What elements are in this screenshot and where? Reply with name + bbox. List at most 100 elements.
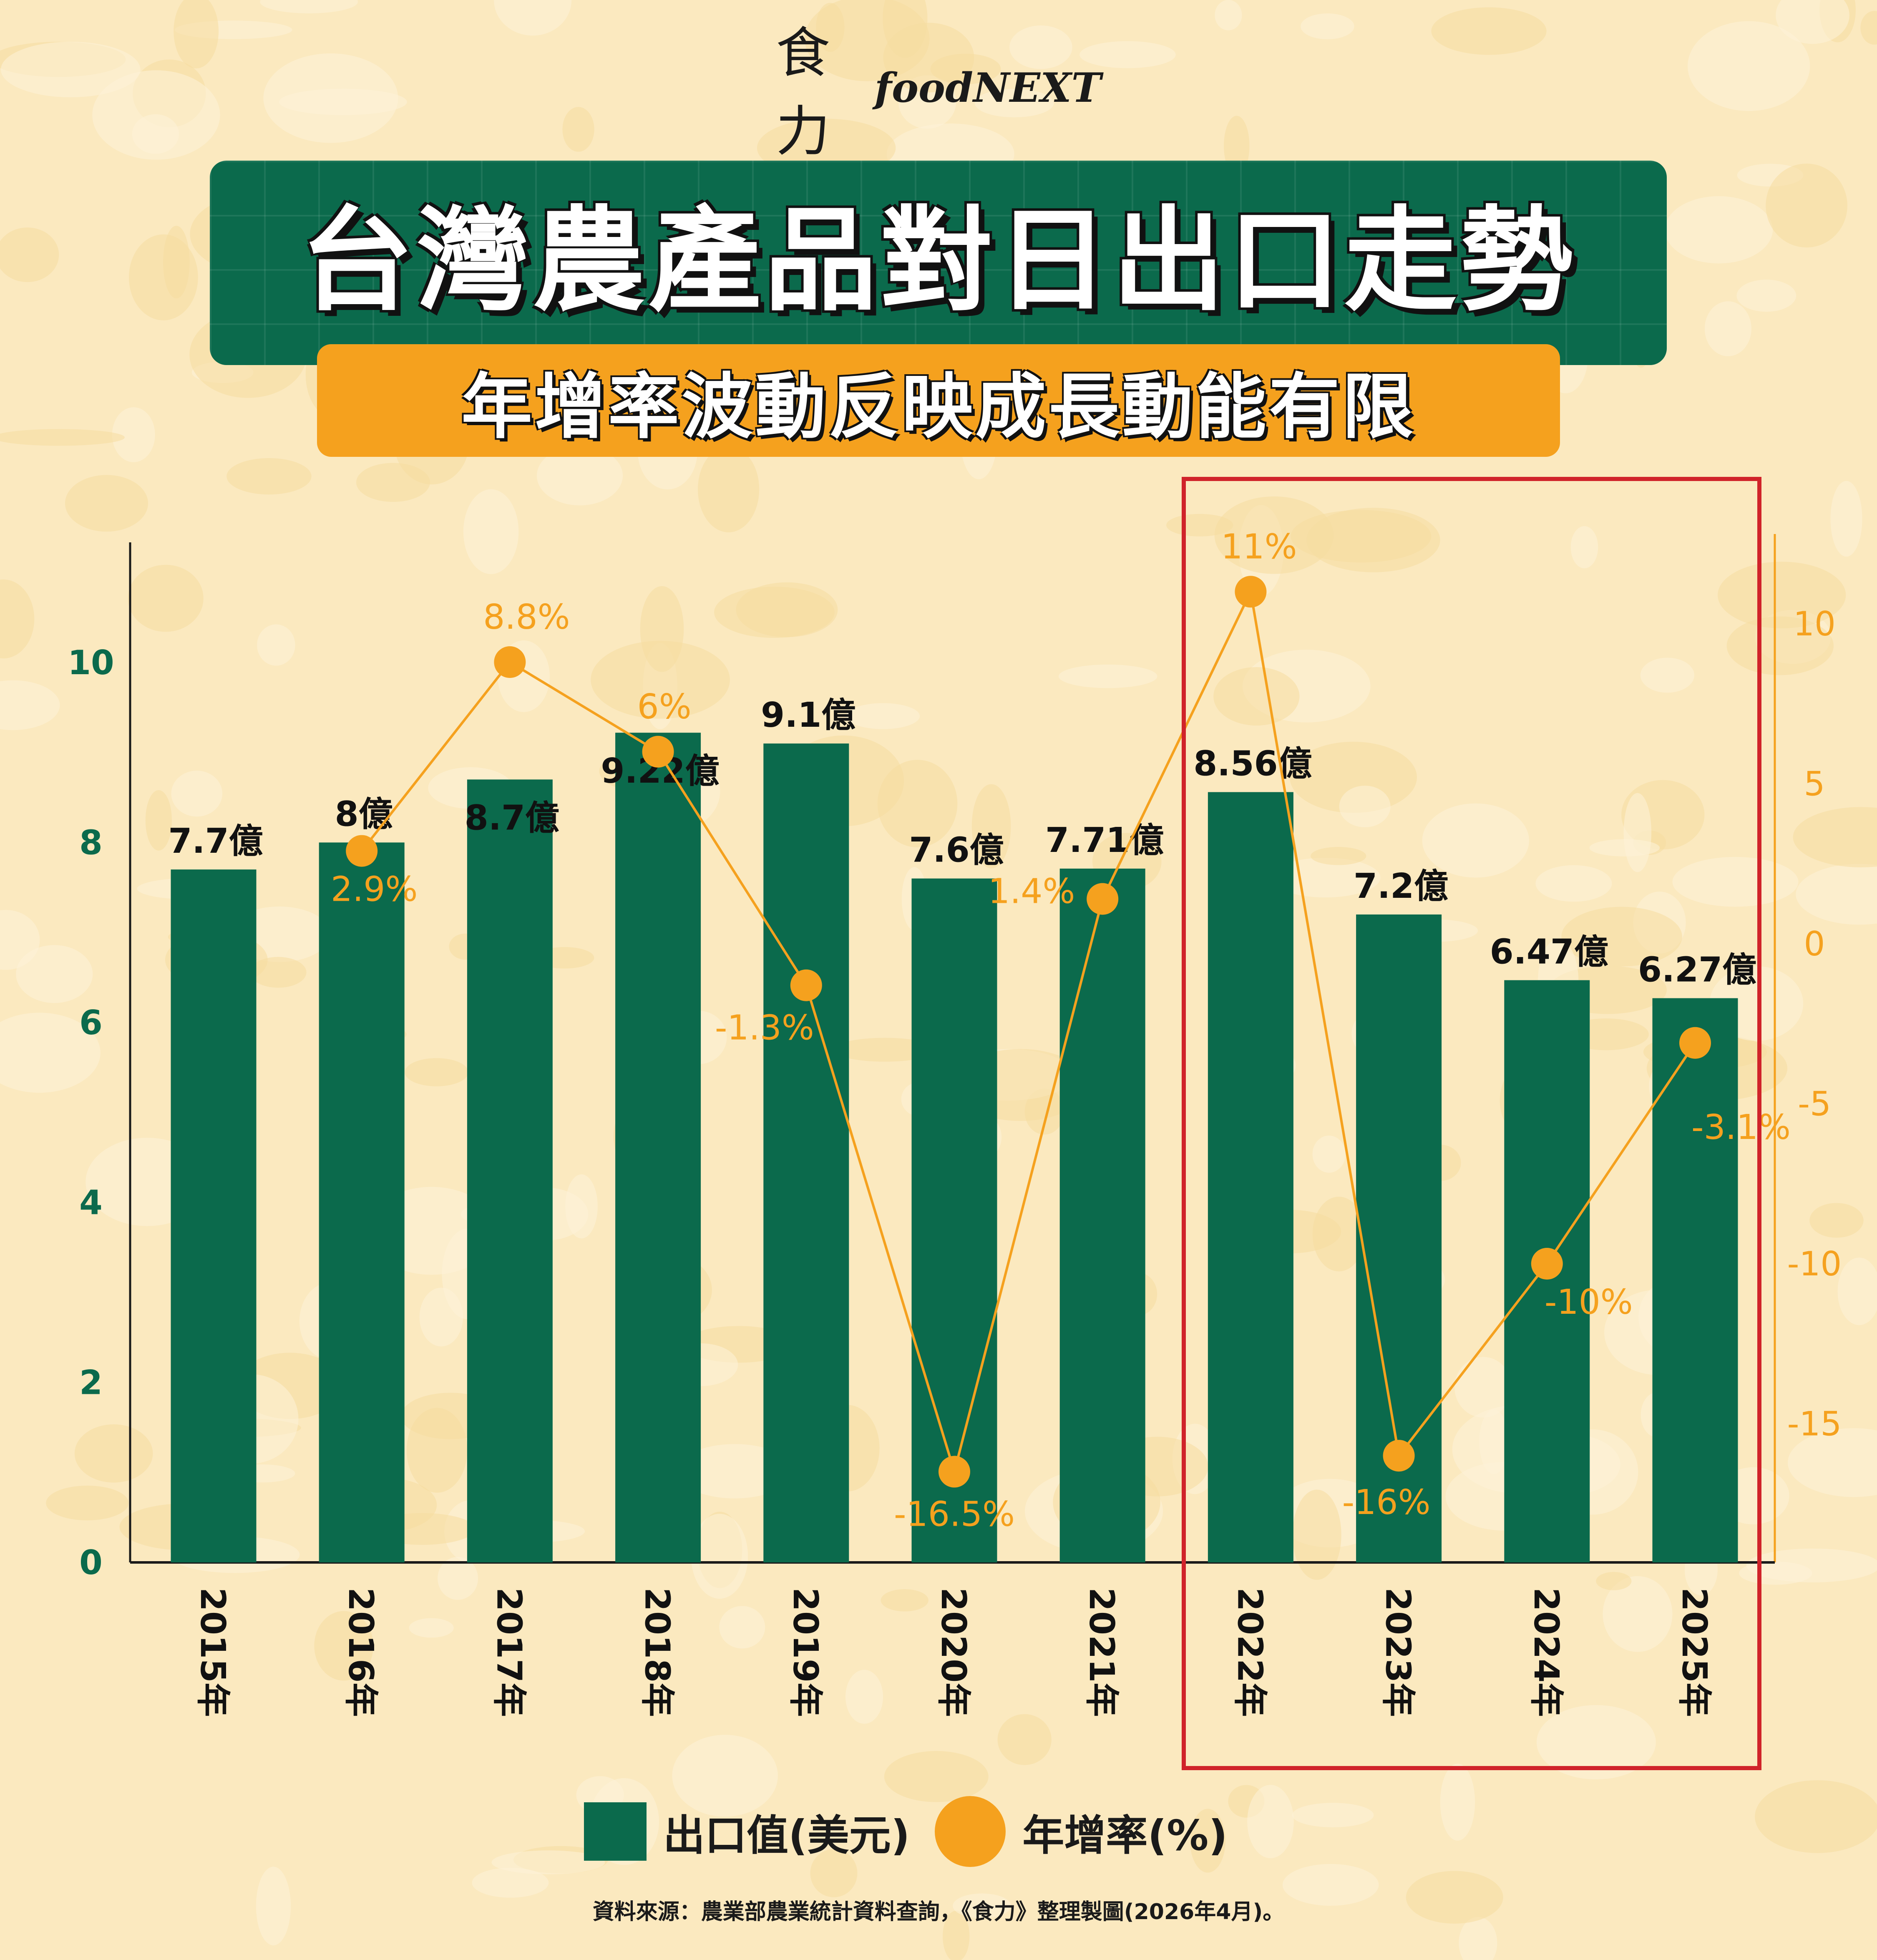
right-axis-tick-label: 0: [1804, 925, 1825, 963]
texture-blotch: [846, 703, 920, 729]
texture-blotch: [1726, 616, 1834, 675]
texture-blotch: [438, 1557, 478, 1600]
texture-blotch: [1459, 1917, 1497, 1960]
texture-blotch: [494, 0, 572, 36]
texture-blotch: [1561, 907, 1682, 967]
x-axis-tick-label: 2017年: [489, 1587, 528, 1717]
texture-blotch: [0, 680, 60, 730]
texture-blotch: [1292, 1489, 1341, 1580]
texture-blotch: [1793, 807, 1877, 867]
texture-blotch: [257, 624, 295, 666]
texture-blotch: [1311, 847, 1366, 865]
texture-blotch: [1570, 526, 1598, 569]
x-axis-tick-label: 2023年: [1378, 1587, 1418, 1717]
bar-value-label: 8.7億: [465, 798, 559, 838]
x-axis-tick-label: 2024年: [1526, 1587, 1566, 1717]
x-axis-tick-label: 2021年: [1082, 1587, 1121, 1717]
texture-blotch: [1292, 1803, 1374, 1827]
growth-rate-line: [360, 587, 1696, 1476]
texture-blotch: [536, 446, 623, 506]
texture-blotch: [1837, 1257, 1877, 1325]
growth-rate-label: 6%: [637, 687, 692, 727]
bar: [1652, 998, 1738, 1562]
texture-blotch: [0, 1013, 101, 1093]
bar: [467, 779, 553, 1562]
growth-rate-label: -1.3%: [715, 1008, 814, 1048]
texture-blotch: [256, 1867, 291, 1945]
bar-value-label: 9.1億: [761, 695, 855, 735]
growth-rate-label: 2.9%: [331, 870, 418, 909]
bar: [1059, 868, 1145, 1562]
texture-blotch: [845, 1670, 883, 1724]
growth-rate-label: -3.1%: [1691, 1108, 1791, 1147]
growth-rate-label: 11%: [1221, 527, 1297, 567]
chart-legend: 出口值(美元) 年增率(%): [584, 1794, 1335, 1869]
texture-blotch: [1190, 1809, 1226, 1873]
texture-blotch: [810, 1849, 858, 1897]
texture-blotch: [356, 463, 430, 502]
texture-blotch: [1215, 0, 1242, 30]
texture-blotch: [1640, 658, 1695, 693]
bar-value-label: 8億: [335, 794, 393, 834]
bar: [319, 842, 405, 1562]
growth-rate-point: [642, 736, 674, 768]
texture-blotch: [672, 1735, 778, 1817]
texture-blotch: [562, 107, 594, 152]
texture-blotch: [1672, 857, 1799, 907]
growth-rate-point: [1235, 576, 1267, 608]
texture-blotch: [1688, 21, 1810, 111]
texture-blotch: [943, 1910, 970, 1960]
legend-item-bar: 出口值(美元): [584, 1801, 910, 1862]
texture-blotch: [736, 582, 838, 637]
texture-blotch: [92, 70, 220, 160]
right-axis-tick-label: -10: [1787, 1245, 1842, 1283]
left-axis-tick-label: 0: [79, 1543, 103, 1582]
bar-value-label: 7.71億: [1045, 821, 1164, 860]
growth-rate-point: [494, 646, 526, 678]
texture-blotch: [128, 564, 204, 632]
right-axis-tick-label: 10: [1793, 605, 1836, 643]
texture-blotch: [1766, 164, 1847, 248]
texture-blotch: [1301, 13, 1354, 40]
texture-blotch: [1431, 7, 1547, 55]
texture-blotch: [1704, 301, 1751, 356]
texture-blotch: [1058, 664, 1157, 688]
growth-rate-point: [1087, 883, 1119, 915]
texture-blotch: [1830, 481, 1862, 557]
texture-blotch: [1603, 1576, 1673, 1652]
texture-blotch: [1596, 1572, 1632, 1590]
growth-rate-label: 1.4%: [988, 872, 1075, 912]
texture-blotch: [1214, 496, 1334, 574]
data-source-note: 資料來源：農業部農業統計資料查詢，《食力》整理製圖(2026年4月)。: [592, 1900, 1285, 1925]
bar-value-label: 8.56億: [1193, 744, 1312, 784]
texture-blotch: [697, 446, 760, 532]
texture-blotch: [1536, 1705, 1656, 1780]
texture-blotch: [953, 1893, 1011, 1918]
texture-blotch: [1422, 803, 1529, 878]
texture-blotch: [1589, 839, 1660, 857]
page-title: 台灣農產品對日出口走勢: [300, 194, 1576, 326]
growth-rate-point: [938, 1456, 970, 1488]
bar-value-label: 7.2億: [1354, 867, 1448, 906]
texture-blotch: [65, 475, 148, 532]
texture-blotch: [279, 88, 407, 115]
texture-blotch: [833, 1038, 937, 1062]
legend-bar-swatch: [584, 1802, 647, 1861]
texture-blotch: [1718, 562, 1846, 629]
texture-blotch: [0, 41, 141, 98]
growth-rate-label: 8.8%: [483, 597, 570, 637]
right-axis-tick-label: 5: [1804, 765, 1825, 804]
texture-blotch: [883, 0, 928, 58]
growth-rate-label: -16%: [1342, 1483, 1431, 1522]
texture-blotch: [1479, 1409, 1509, 1474]
texture-blotch: [881, 1589, 928, 1612]
left-axis-tick-label: 6: [79, 1003, 103, 1042]
texture-blotch: [163, 226, 190, 299]
x-axis-tick-label: 2018年: [637, 1587, 677, 1717]
title-banner: [210, 161, 1667, 365]
legend-item-line: 年增率(%): [935, 1796, 1228, 1867]
bar-value-label: 7.6億: [909, 831, 1004, 870]
growth-rate-point: [1531, 1248, 1563, 1280]
texture-blotch: [314, 1611, 374, 1681]
